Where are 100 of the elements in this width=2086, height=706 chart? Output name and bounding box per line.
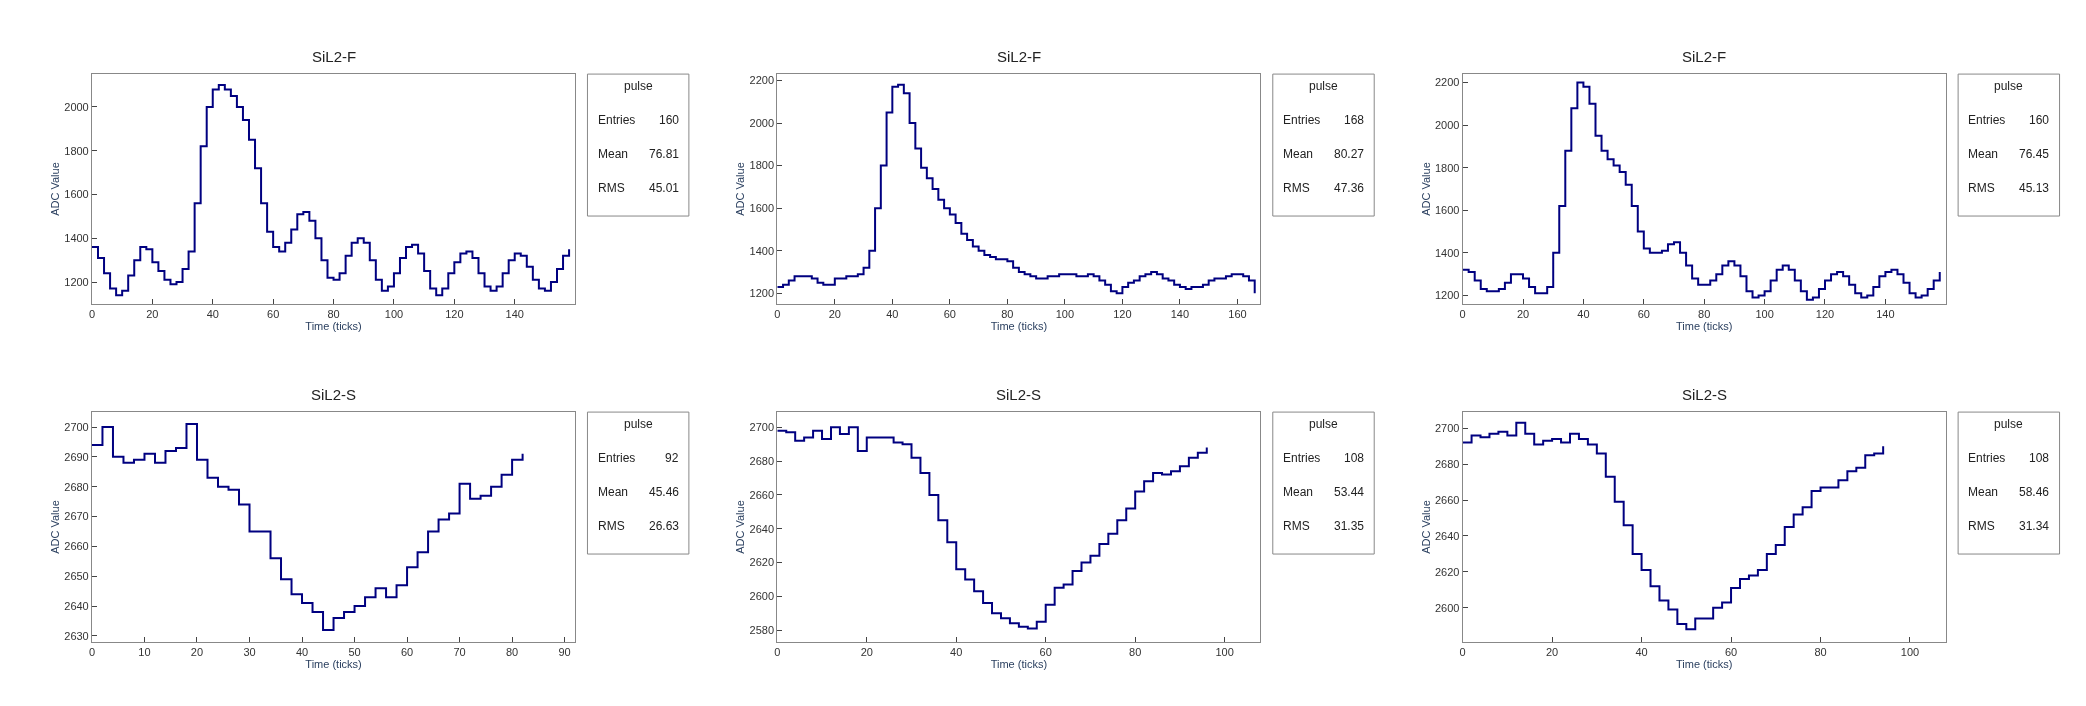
text: 76.45 xyxy=(2019,147,2050,161)
y-tick-label: 2620 xyxy=(749,556,775,569)
x-tick-label: 0 xyxy=(88,308,96,321)
y-axis-title: ADC Value xyxy=(48,162,61,216)
text: 26.63 xyxy=(649,519,680,533)
text: Mean xyxy=(598,147,629,161)
y-tick-label: 1200 xyxy=(1434,289,1460,302)
text: 31.35 xyxy=(1334,519,1365,533)
y-tick-label: 1400 xyxy=(64,232,89,245)
y-tick-label: 2200 xyxy=(749,74,775,87)
text: Mean xyxy=(598,485,629,499)
x-tick-label: 20 xyxy=(828,308,841,321)
x-tick-label: 80 xyxy=(1814,646,1827,659)
text: RMS xyxy=(598,519,625,533)
y-tick-label: 2680 xyxy=(64,480,89,493)
text: Entries xyxy=(1968,451,2006,465)
x-tick-label: 100 xyxy=(1900,646,1920,659)
text: Mean xyxy=(1283,147,1314,161)
chart-title: SiL2-F xyxy=(997,48,1042,65)
x-tick-label: 120 xyxy=(1815,308,1835,321)
text: Mean xyxy=(1283,485,1314,499)
x-tick-label: 0 xyxy=(774,308,781,321)
y-tick-label: 2200 xyxy=(1434,76,1460,89)
x-tick-label: 100 xyxy=(1215,646,1234,659)
text: 80.27 xyxy=(1334,147,1365,161)
text: pulse xyxy=(624,79,654,93)
text: RMS xyxy=(1968,519,1995,533)
text: pulse xyxy=(1994,79,2024,93)
x-tick-label: 60 xyxy=(1637,308,1650,321)
x-tick-label: 80 xyxy=(327,308,340,321)
y-tick-label: 2700 xyxy=(64,420,89,433)
x-tick-label: 80 xyxy=(1001,308,1014,321)
text: Mean xyxy=(1968,485,1999,499)
x-tick-label: 0 xyxy=(1459,646,1466,659)
x-tick-label: 0 xyxy=(774,646,781,659)
text: RMS xyxy=(598,181,625,195)
x-tick-label: 60 xyxy=(1724,646,1738,659)
y-tick-label: 2580 xyxy=(749,623,775,636)
y-tick-label: 2700 xyxy=(749,421,775,434)
x-tick-label: 20 xyxy=(1516,308,1530,321)
text: 108 xyxy=(1344,451,1365,465)
x-tick-label: 40 xyxy=(886,308,899,321)
x-tick-label: 50 xyxy=(348,646,361,659)
y-axis-title: ADC Value xyxy=(1419,162,1432,216)
text: 160 xyxy=(659,113,680,127)
text: 92 xyxy=(665,451,679,465)
text: 45.46 xyxy=(649,485,680,499)
x-tick-label: 60 xyxy=(267,308,280,321)
y-tick-label: 2670 xyxy=(64,510,89,523)
text: 53.44 xyxy=(1334,485,1365,499)
x-tick-label: 140 xyxy=(1170,308,1190,321)
y-tick-label: 2680 xyxy=(1434,458,1460,470)
text: pulse xyxy=(1994,417,2024,431)
text: Entries xyxy=(1968,113,2006,127)
x-tick-label: 60 xyxy=(1039,646,1052,659)
x-tick-label: 140 xyxy=(505,308,524,321)
y-tick-label: 1600 xyxy=(1434,204,1460,217)
text: 76.81 xyxy=(649,147,680,161)
y-tick-label: 1200 xyxy=(64,275,89,288)
y-tick-label: 2630 xyxy=(64,629,89,642)
y-axis-title: ADC Value xyxy=(734,500,747,554)
y-tick-label: 2700 xyxy=(1434,422,1460,435)
y-tick-label: 1800 xyxy=(64,144,89,157)
x-tick-label: 10 xyxy=(138,646,151,659)
text: 47.36 xyxy=(1334,181,1365,195)
x-axis-title: Time (ticks) xyxy=(990,658,1048,671)
x-tick-label: 20 xyxy=(190,646,204,659)
x-tick-label: 100 xyxy=(1055,308,1075,321)
y-axis-title: ADC Value xyxy=(48,500,61,554)
y-tick-label: 2640 xyxy=(1434,529,1460,542)
y-tick-label: 2640 xyxy=(749,522,775,535)
text: RMS xyxy=(1968,181,1995,195)
x-tick-label: 120 xyxy=(445,308,464,321)
y-tick-label: 2000 xyxy=(1434,119,1460,132)
x-tick-label: 0 xyxy=(1459,308,1466,321)
x-tick-label: 140 xyxy=(1876,308,1895,321)
chart-title: SiL2-S xyxy=(311,386,357,403)
y-tick-label: 1800 xyxy=(749,159,775,172)
x-tick-label: 20 xyxy=(860,646,873,659)
x-tick-label: 70 xyxy=(453,646,466,659)
x-axis-title: Time (ticks) xyxy=(1676,320,1733,333)
text: 31.34 xyxy=(2019,519,2050,533)
x-tick-label: 20 xyxy=(146,308,159,321)
y-tick-label: 1200 xyxy=(749,287,775,300)
x-tick-label: 40 xyxy=(1577,308,1590,321)
text: RMS xyxy=(1283,181,1310,195)
x-tick-label: 120 xyxy=(1113,308,1132,321)
y-tick-label: 2000 xyxy=(749,116,775,129)
x-tick-label: 100 xyxy=(1755,308,1774,321)
y-tick-label: 2660 xyxy=(1434,493,1460,506)
chart-title: SiL2-S xyxy=(996,386,1042,403)
y-tick-label: 1800 xyxy=(1434,161,1460,174)
y-tick-label: 2650 xyxy=(64,570,89,583)
y-tick-label: 1600 xyxy=(749,202,775,214)
x-axis-title: Time (ticks) xyxy=(990,320,1048,333)
text: pulse xyxy=(1309,79,1339,93)
x-tick-label: 90 xyxy=(558,646,571,659)
x-tick-label: 40 xyxy=(206,308,219,321)
y-tick-label: 2660 xyxy=(64,540,89,553)
text: 45.01 xyxy=(649,181,680,195)
